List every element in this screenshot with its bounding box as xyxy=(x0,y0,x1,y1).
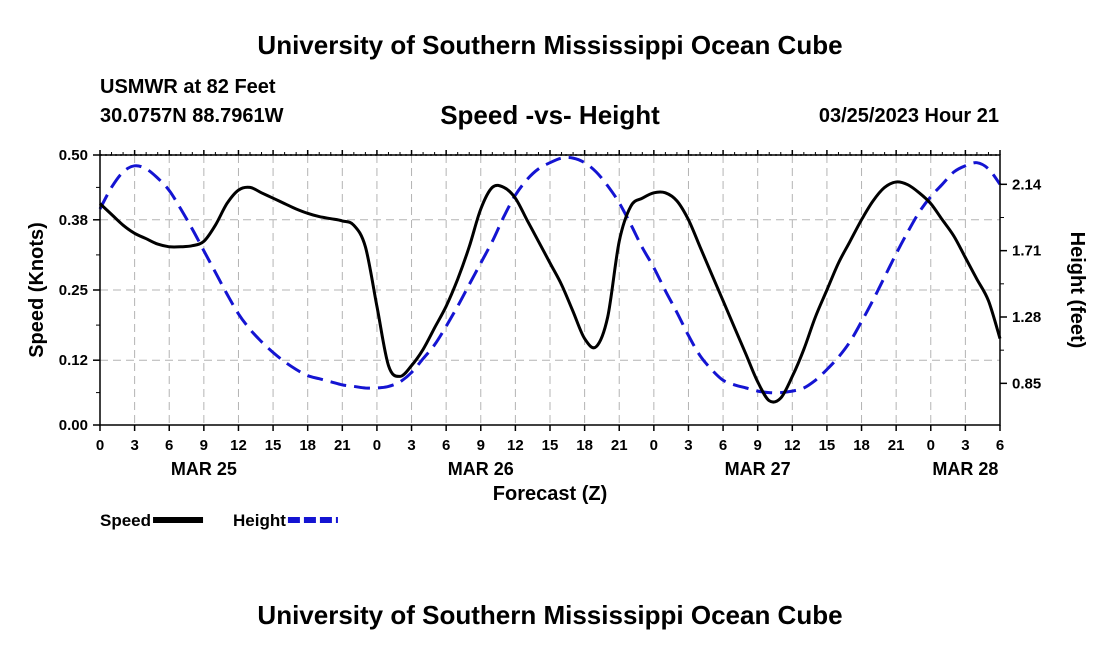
x-tick-label: 0 xyxy=(927,437,935,454)
legend-label-height: Height xyxy=(233,511,286,530)
x-tick-label: 9 xyxy=(477,437,485,454)
y2-tick-label: 1.28 xyxy=(1012,309,1041,326)
y2-tick-label: 2.14 xyxy=(1012,176,1042,193)
x-axis-label: Forecast (Z) xyxy=(493,483,607,505)
date-label: MAR 25 xyxy=(171,459,237,479)
x-tick-label: 0 xyxy=(650,437,658,454)
series-height-line xyxy=(98,156,1002,395)
legend-label-speed: Speed xyxy=(100,511,151,530)
x-tick-label: 12 xyxy=(230,437,247,454)
y-tick-label: 0.12 xyxy=(59,352,88,369)
y-tick-label: 0.38 xyxy=(59,212,88,229)
x-tick-label: 18 xyxy=(299,437,316,454)
x-tick-label: 9 xyxy=(200,437,208,454)
y-axis-label: Speed (Knots) xyxy=(26,222,48,358)
grid xyxy=(100,155,1000,425)
chart-title: Speed -vs- Height xyxy=(440,100,660,130)
x-tick-label: 21 xyxy=(888,437,905,454)
x-tick-label: 18 xyxy=(576,437,593,454)
x-tick-label: 6 xyxy=(442,437,450,454)
coordinates-label: 30.0757N 88.7961W xyxy=(100,105,284,127)
y2-axis-label: Height (feet) xyxy=(1066,232,1088,349)
x-tick-label: 6 xyxy=(719,437,727,454)
y-tick-label: 0.00 xyxy=(59,417,88,434)
series-layer xyxy=(98,156,1002,404)
x-tick-label: 0 xyxy=(96,437,104,454)
x-tick-label: 6 xyxy=(165,437,173,454)
station-label: USMWR at 82 Feet xyxy=(100,76,276,98)
x-tick-label: 21 xyxy=(334,437,351,454)
x-tick-label: 3 xyxy=(684,437,692,454)
y-tick-label: 0.50 xyxy=(59,147,88,164)
axes: 0 3 6 9 12 15 18 21 0 3 6 9 12 15 18 21 0 3 6 9 12 15 18 21 0 3 6 M… xyxy=(59,147,1042,479)
x-tick-label: 15 xyxy=(542,437,559,454)
y-tick-label: 0.25 xyxy=(59,282,88,299)
x-tick-label: 21 xyxy=(611,437,628,454)
x-tick-label: 3 xyxy=(407,437,415,454)
x-tick-label: 3 xyxy=(961,437,969,454)
date-label: MAR 26 xyxy=(448,459,514,479)
x-tick-label: 12 xyxy=(784,437,801,454)
x-tick-label: 3 xyxy=(130,437,138,454)
datetime-label: 03/25/2023 Hour 21 xyxy=(818,105,999,127)
x-tick-label: 9 xyxy=(754,437,762,454)
date-label: MAR 27 xyxy=(725,459,791,479)
series-speed-line xyxy=(98,180,1002,404)
x-tick-label: 6 xyxy=(996,437,1004,454)
x-tick-label: 15 xyxy=(819,437,836,454)
y2-tick-label: 1.71 xyxy=(1012,243,1041,260)
x-tick-label: 15 xyxy=(265,437,282,454)
footer-title: University of Southern Mississippi Ocean… xyxy=(257,600,843,630)
page-title: University of Southern Mississippi Ocean… xyxy=(257,30,843,60)
legend: Speed Height xyxy=(100,511,338,530)
x-tick-label: 18 xyxy=(853,437,870,454)
x-tick-label: 12 xyxy=(507,437,524,454)
x-tick-label: 0 xyxy=(373,437,381,454)
y2-tick-label: 0.85 xyxy=(1012,375,1041,392)
date-label: MAR 28 xyxy=(932,459,998,479)
